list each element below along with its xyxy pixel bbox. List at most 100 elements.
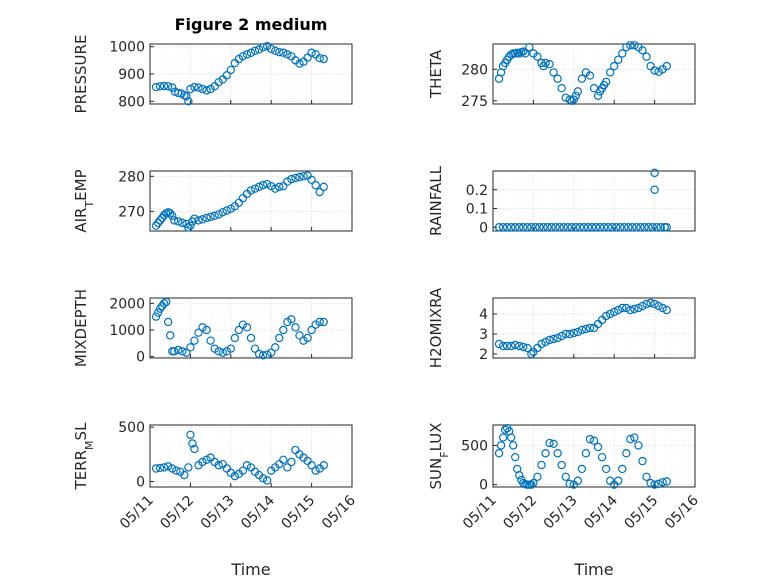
data-point [593, 91, 603, 100]
data-point [579, 223, 589, 232]
data-point [591, 223, 601, 232]
data-point [506, 50, 516, 59]
data-point [206, 212, 215, 222]
data-point [563, 223, 572, 232]
data-point [577, 325, 587, 335]
data-point [194, 83, 203, 92]
data-point [198, 215, 207, 224]
data-point [634, 441, 643, 450]
data-point [539, 223, 548, 232]
data-point [151, 464, 161, 473]
data-point [573, 327, 583, 337]
data-point [275, 333, 284, 343]
data-point [250, 184, 260, 193]
data-point [620, 223, 629, 232]
data-point [614, 476, 623, 485]
data-point [498, 433, 508, 442]
data-point [581, 449, 591, 458]
data-point [299, 172, 308, 181]
data-point [161, 297, 171, 307]
data-point [502, 341, 512, 351]
y-tick-label: 2 [479, 347, 488, 363]
data-point [153, 218, 163, 228]
data-point [622, 42, 631, 52]
data-point [271, 343, 280, 352]
data-point [511, 340, 520, 350]
data-point [652, 223, 661, 232]
data-point [242, 461, 252, 470]
data-point [155, 82, 165, 91]
data-point [543, 223, 552, 232]
data-point [238, 466, 248, 475]
y-tick-label: 0 [136, 475, 145, 491]
data-point [607, 223, 617, 232]
data-point [533, 472, 542, 481]
data-point [295, 59, 304, 68]
x-axis-label-right: Time [573, 560, 613, 579]
data-point [561, 472, 570, 481]
data-point [258, 351, 268, 360]
data-point [202, 213, 211, 223]
data-point [557, 331, 566, 341]
data-point [506, 223, 516, 232]
data-point [511, 452, 520, 462]
data-point [555, 223, 564, 232]
y-tick-label: 0.2 [466, 183, 488, 199]
data-point [163, 317, 173, 327]
data-point [238, 52, 248, 61]
data-point [194, 328, 203, 337]
data-point [315, 53, 324, 63]
data-point [287, 174, 296, 184]
data-point [581, 324, 591, 334]
data-point [535, 223, 544, 232]
data-point [585, 71, 595, 80]
data-point [271, 46, 280, 56]
data-point [319, 461, 328, 470]
y-tick-label: 500 [118, 420, 145, 436]
data-point [214, 347, 223, 356]
data-point [279, 455, 288, 465]
data-point [190, 444, 199, 454]
data-point [638, 46, 647, 55]
y-tick-label: 0.1 [466, 202, 488, 218]
data-point [246, 333, 256, 343]
y-axis-label: TERRMSL [72, 422, 96, 491]
y-axis-label: SUNFLUX [427, 423, 451, 490]
data-point [206, 336, 215, 345]
data-point [642, 299, 651, 309]
data-point [258, 180, 268, 190]
data-point [605, 309, 615, 319]
y-axis-label: H2OMIXRA [427, 287, 445, 368]
data-point [246, 48, 256, 57]
data-point [165, 209, 175, 218]
data-point [567, 96, 576, 106]
data-point [190, 336, 199, 345]
data-point [601, 464, 611, 474]
data-point [529, 478, 538, 488]
data-point [519, 47, 528, 56]
data-point [610, 61, 619, 71]
data-point [553, 333, 562, 343]
data-point [644, 223, 653, 232]
y-tick-label: 275 [461, 94, 488, 110]
data-point [218, 348, 227, 357]
data-point [658, 478, 667, 487]
y-axis-label: AIRTEMP [72, 169, 96, 232]
data-point [151, 312, 161, 321]
data-point [610, 307, 619, 317]
data-point [287, 315, 296, 324]
x-tick-label: 05/11 [460, 493, 500, 533]
data-point [519, 223, 528, 232]
data-point [662, 61, 671, 71]
data-point [533, 52, 542, 61]
panel-air-temp: 270 280 AIRTEMP [72, 169, 353, 233]
data-point [222, 71, 231, 80]
data-point [650, 480, 659, 489]
data-point [630, 304, 639, 314]
data-point [234, 325, 244, 335]
panel-mixdepth: 0 1000 2000 MIXDEPTH [72, 289, 353, 367]
data-point [618, 464, 627, 474]
data-point [515, 223, 524, 232]
data-point [614, 305, 623, 315]
data-point [595, 223, 605, 232]
